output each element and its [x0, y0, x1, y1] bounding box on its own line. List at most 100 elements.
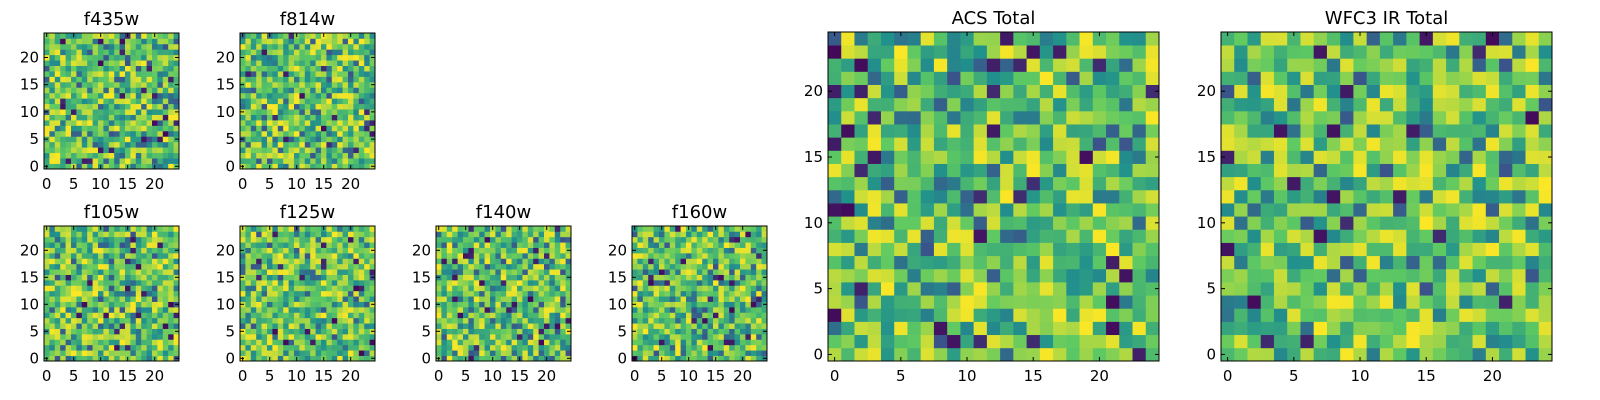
heatmap-cell	[315, 98, 322, 105]
heatmap-cell	[933, 32, 948, 46]
heatmap-cell	[245, 355, 252, 362]
heatmap-cell	[162, 269, 169, 275]
heatmap-cell	[1459, 268, 1473, 283]
heatmap-cell	[457, 226, 464, 232]
heatmap-cell	[734, 339, 741, 346]
heatmap-cell	[973, 229, 988, 243]
heatmap-cell	[734, 258, 741, 265]
heatmap-cell	[65, 328, 72, 335]
heatmap-cell	[331, 242, 338, 248]
heatmap-cell	[479, 269, 485, 275]
heatmap-cell	[173, 258, 180, 265]
heatmap-cell	[141, 290, 147, 297]
heatmap-cell	[506, 258, 512, 265]
x-tick-label: 5	[69, 175, 79, 193]
heatmap-cell	[457, 274, 464, 281]
heatmap-cell	[527, 253, 534, 259]
heatmap-cell	[103, 103, 110, 110]
heatmap-cell	[637, 339, 644, 346]
heatmap-cell	[71, 65, 77, 72]
heatmap-cell	[565, 312, 572, 319]
heatmap-cell	[342, 136, 349, 143]
heatmap-cell	[745, 350, 752, 356]
heatmap-cell	[369, 38, 376, 45]
heatmap-cell	[364, 280, 370, 286]
heatmap-cell	[348, 92, 354, 99]
heatmap-cell	[141, 71, 147, 77]
heatmap-cell	[337, 328, 343, 335]
heatmap-cell	[517, 285, 523, 292]
heatmap-cell	[500, 317, 507, 324]
heatmap-cell	[87, 226, 93, 232]
heatmap-cell	[473, 350, 480, 356]
heatmap-cell	[321, 285, 327, 292]
heatmap-cell	[256, 280, 262, 286]
heatmap-cell	[130, 231, 137, 238]
heatmap-cell	[261, 125, 268, 132]
heatmap-cell	[240, 103, 246, 110]
heatmap-cell	[162, 350, 169, 356]
heatmap-cell	[267, 43, 273, 50]
heatmap-cell	[250, 114, 257, 121]
heatmap-cell	[1106, 242, 1120, 257]
heatmap-cell	[364, 147, 370, 154]
heatmap-cell	[484, 323, 491, 329]
heatmap-cell	[299, 81, 306, 88]
heatmap-cell	[729, 317, 735, 324]
heatmap-cell	[1247, 255, 1262, 270]
heatmap-cell	[141, 339, 147, 346]
heatmap-cell	[92, 253, 99, 259]
heatmap-cell	[173, 344, 180, 351]
heatmap-cell	[637, 274, 644, 281]
heatmap-cell	[348, 242, 354, 248]
heatmap-cell	[168, 92, 174, 99]
heatmap-cell	[867, 45, 882, 59]
heatmap-cell	[1472, 255, 1487, 270]
heatmap-cell	[256, 130, 262, 137]
heatmap-cell	[294, 247, 300, 254]
heatmap-cell	[256, 81, 262, 88]
heatmap-cell	[436, 334, 442, 340]
heatmap-cell	[267, 317, 273, 324]
heatmap-cell	[114, 263, 120, 270]
heatmap-cell	[256, 226, 262, 232]
heatmap-cell	[696, 317, 703, 324]
heatmap-cell	[81, 339, 88, 346]
heatmap-cell	[261, 163, 268, 170]
heatmap-cell	[81, 290, 88, 297]
heatmap-cell	[240, 350, 246, 356]
heatmap-cell	[867, 71, 882, 85]
heatmap-cell	[81, 38, 88, 45]
heatmap-cell	[135, 71, 142, 77]
heatmap-cell	[745, 226, 752, 232]
heatmap-cell	[1119, 268, 1133, 283]
heatmap-cell	[168, 163, 174, 170]
heatmap-cell	[337, 231, 343, 238]
heatmap-cell	[162, 323, 169, 329]
heatmap-cell	[44, 290, 50, 297]
heatmap-cell	[267, 253, 273, 259]
heatmap-cell	[457, 355, 464, 362]
heatmap-cell	[1013, 282, 1027, 296]
heatmap-cell	[331, 317, 338, 324]
heatmap-cell	[76, 60, 83, 66]
heatmap-cell	[54, 242, 61, 248]
heatmap-cell	[103, 98, 110, 105]
heatmap-cell	[245, 158, 252, 164]
heatmap-cell	[299, 355, 306, 362]
heatmap-cell	[157, 103, 164, 110]
heatmap-cell	[696, 307, 703, 313]
heatmap-cell	[364, 54, 370, 61]
heatmap-cell	[98, 317, 104, 324]
heatmap-cell	[76, 285, 83, 292]
heatmap-cell	[348, 152, 354, 159]
heatmap-cell	[173, 65, 180, 72]
heatmap-cell	[125, 307, 131, 313]
x-tick-label: 5	[461, 367, 471, 385]
heatmap-cell	[867, 203, 882, 217]
heatmap-cell	[267, 60, 273, 66]
heatmap-cell	[452, 290, 458, 297]
heatmap-cell	[283, 247, 289, 254]
heatmap-cell	[54, 344, 61, 351]
heatmap-cell	[960, 216, 974, 230]
